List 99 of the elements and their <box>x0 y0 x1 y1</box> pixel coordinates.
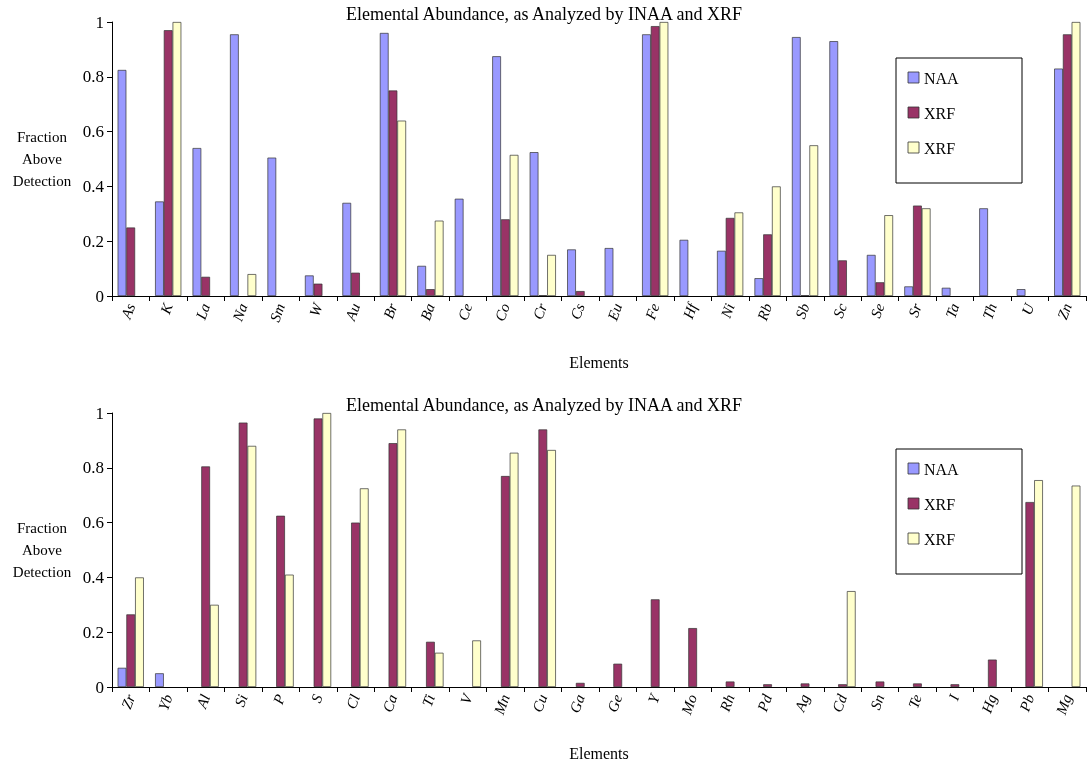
y-tick-label: 0.6 <box>82 122 104 142</box>
y-tick-label: 0.2 <box>82 231 104 251</box>
legend-label: XRF <box>924 104 956 122</box>
x-tick-label: Ni <box>717 301 738 322</box>
y-axis-title: Fraction Above Detection <box>12 520 72 580</box>
legend-label: XRF <box>924 530 956 548</box>
x-tick-label: Ag <box>791 691 813 715</box>
x-tick-label: Sn <box>867 692 888 712</box>
x-tick-label: Sc <box>830 300 851 321</box>
x-tick-label: Pd <box>754 691 776 715</box>
x-tick-label: Ti <box>418 692 438 709</box>
x-tick-label: Ce <box>454 300 476 323</box>
bar <box>950 684 960 687</box>
x-tick-label: Cu <box>529 692 551 715</box>
legend-label: NAA <box>924 69 960 87</box>
bar <box>650 599 660 687</box>
x-tick-label: Se <box>867 300 888 321</box>
x-tick-label: Ta <box>942 301 963 321</box>
x-tick-label: U <box>1018 300 1038 317</box>
legend-label: XRF <box>924 139 956 157</box>
x-tick-label: Te <box>905 691 926 711</box>
x-tick-label: Co <box>491 300 514 324</box>
chart-title: Elemental Abundance, as Analyzed by INAA and XRF <box>346 395 742 415</box>
x-tick-label: Au <box>341 301 364 324</box>
x-axis-title: Elements <box>569 744 629 762</box>
x-tick-label: W <box>306 299 327 319</box>
x-tick-label: Si <box>231 692 251 709</box>
bar <box>1071 485 1081 687</box>
x-tick-label: Ge <box>604 691 626 715</box>
y-tick-label: 0.2 <box>82 622 104 642</box>
x-tick-label: Sm <box>266 301 289 324</box>
bar <box>267 157 277 296</box>
bar <box>1016 289 1026 296</box>
x-axis-title: Elements <box>569 353 629 371</box>
x-tick-label: Fe <box>641 300 663 323</box>
y-tick-label: 0.6 <box>82 513 104 533</box>
x-tick-label: V <box>457 690 477 707</box>
y-tick-label: 0.8 <box>82 67 104 87</box>
bar <box>987 659 997 687</box>
x-tick-label: As <box>117 301 139 322</box>
bar <box>725 681 735 687</box>
bar <box>941 287 951 296</box>
x-tick-label: Zn <box>1054 301 1075 322</box>
bar <box>763 684 772 687</box>
x-tick-label: Rb <box>754 300 776 324</box>
bar <box>575 682 585 687</box>
y-tick-label: 0 <box>95 677 104 697</box>
y-tick-label: 1 <box>95 403 104 423</box>
legend-label: NAA <box>924 460 960 478</box>
x-tick-label: Sr <box>905 301 925 320</box>
x-tick-label: Eu <box>604 301 626 324</box>
x-tick-label: Th <box>979 301 1000 322</box>
bar <box>688 628 698 687</box>
bar <box>613 663 623 687</box>
x-tick-label: Zr <box>118 692 139 712</box>
legend-label: XRF <box>924 495 956 513</box>
x-tick-label: Pb <box>1016 691 1038 715</box>
y-tick-label: 1 <box>95 12 104 32</box>
x-tick-label: Ga <box>566 692 588 715</box>
x-tick-label: P <box>269 692 289 708</box>
x-tick-label: Rh <box>716 692 738 715</box>
x-tick-label: Sb <box>792 300 813 321</box>
x-tick-label: K <box>156 300 177 318</box>
x-tick-label: Hg <box>978 691 1001 716</box>
x-tick-label: La <box>192 301 214 323</box>
bar <box>913 683 922 687</box>
bar <box>247 274 257 296</box>
x-tick-label: Hf <box>679 299 701 322</box>
bar <box>155 673 164 687</box>
x-tick-label: S <box>307 691 326 705</box>
bar <box>979 208 988 296</box>
x-tick-label: Br <box>380 301 401 321</box>
x-tick-label: Cs <box>567 301 588 322</box>
x-tick-label: Ca <box>379 692 401 715</box>
bar <box>875 681 885 687</box>
bar <box>800 683 810 687</box>
x-tick-label: Cd <box>828 691 851 715</box>
y-axis-title: Fraction Above Detection <box>12 129 72 189</box>
y-tick-label: 0 <box>95 286 104 306</box>
x-tick-label: Mo <box>677 691 701 718</box>
bar <box>454 198 464 296</box>
bar <box>472 640 481 687</box>
x-tick-label: Cl <box>343 692 364 712</box>
x-tick-label: Yb <box>155 691 176 713</box>
x-tick-label: Na <box>229 301 251 325</box>
x-tick-label: Y <box>644 690 664 706</box>
x-tick-label: Mg <box>1052 691 1075 718</box>
bar <box>230 34 239 296</box>
y-tick-label: 0.4 <box>82 176 105 196</box>
x-tick-label: I <box>945 691 963 704</box>
x-tick-label: Mn <box>490 692 513 718</box>
x-tick-label: Ba <box>417 301 438 323</box>
y-tick-label: 0.4 <box>82 567 105 587</box>
x-tick-label: Cr <box>529 301 551 322</box>
bar <box>604 248 614 296</box>
x-tick-label: Al <box>193 692 214 712</box>
y-tick-label: 0.8 <box>82 458 104 478</box>
bar <box>679 239 689 296</box>
chart-title: Elemental Abundance, as Analyzed by INAA and XRF <box>346 4 742 24</box>
